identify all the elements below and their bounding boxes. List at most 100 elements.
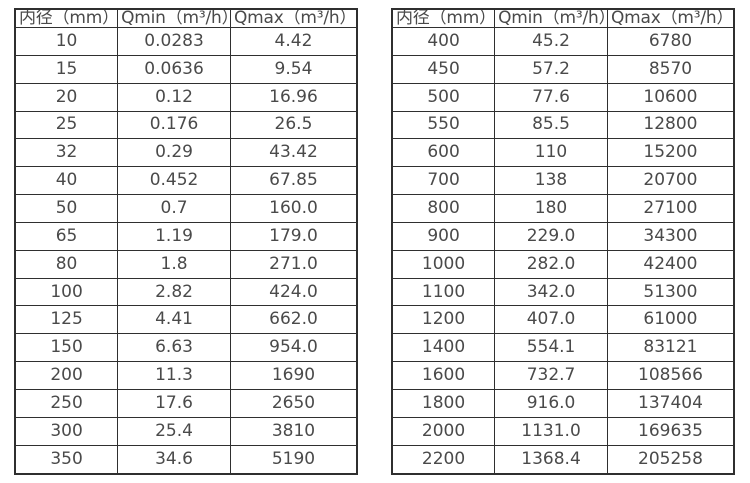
cell: 25 <box>14 110 119 140</box>
cell: 916.0 <box>494 388 608 418</box>
table-row: 25 0.176 26.5 <box>14 110 358 140</box>
cell: 1368.4 <box>494 444 608 475</box>
table-row: 15 0.0636 9.54 <box>14 54 358 84</box>
cell: 108566 <box>606 361 735 390</box>
table-row: 2000 1131.0 169635 <box>391 416 735 446</box>
cell: 45.2 <box>494 27 608 56</box>
cell: 32 <box>14 138 119 168</box>
cell: 15 <box>14 54 119 84</box>
cell: 282.0 <box>494 249 608 279</box>
cell: 600 <box>391 138 496 168</box>
cell: 4.41 <box>117 305 231 335</box>
cell: 9.54 <box>229 54 358 84</box>
column-header: Qmax（m³/h） <box>229 8 358 28</box>
cell: 137404 <box>606 388 735 418</box>
cell: 1.8 <box>117 249 231 279</box>
cell: 250 <box>14 388 119 418</box>
table-row: 600 110 15200 <box>391 138 735 168</box>
cell: 10 <box>14 27 119 56</box>
cell: 0.0636 <box>117 54 231 84</box>
cell: 1600 <box>391 361 496 390</box>
table-row: 300 25.4 3810 <box>14 416 358 446</box>
table-row: 40 0.452 67.85 <box>14 166 358 196</box>
column-header: Qmin（m³/h） <box>117 8 231 28</box>
cell: 77.6 <box>494 82 608 112</box>
cell: 6.63 <box>117 333 231 363</box>
cell: 80 <box>14 249 119 279</box>
table-row: 125 4.41 662.0 <box>14 305 358 335</box>
table-row: 350 34.6 5190 <box>14 444 358 475</box>
cell: 554.1 <box>494 333 608 363</box>
table-row: 1100 342.0 51300 <box>391 277 735 307</box>
cell: 169635 <box>606 416 735 446</box>
cell: 350 <box>14 444 119 475</box>
table-row: 150 6.63 954.0 <box>14 333 358 363</box>
header-row: 内径（mm） Qmin（m³/h） Qmax（m³/h） <box>14 8 358 28</box>
cell: 2000 <box>391 416 496 446</box>
table-row: 65 1.19 179.0 <box>14 221 358 251</box>
cell: 17.6 <box>117 388 231 418</box>
table-row: 1000 282.0 42400 <box>391 249 735 279</box>
cell: 550 <box>391 110 496 140</box>
cell: 8570 <box>606 54 735 84</box>
table-row: 250 17.6 2650 <box>14 388 358 418</box>
cell: 6780 <box>606 27 735 56</box>
cell: 2650 <box>229 388 358 418</box>
table-row: 200 11.3 1690 <box>14 361 358 390</box>
table-row: 900 229.0 34300 <box>391 221 735 251</box>
cell: 12800 <box>606 110 735 140</box>
cell: 150 <box>14 333 119 363</box>
cell: 954.0 <box>229 333 358 363</box>
cell: 179.0 <box>229 221 358 251</box>
table-row: 20 0.12 16.96 <box>14 82 358 112</box>
table-row: 1600 732.7 108566 <box>391 361 735 390</box>
cell: 42400 <box>606 249 735 279</box>
cell: 0.12 <box>117 82 231 112</box>
table-row: 700 138 20700 <box>391 166 735 196</box>
cell: 65 <box>14 221 119 251</box>
table-row: 550 85.5 12800 <box>391 110 735 140</box>
cell: 83121 <box>606 333 735 363</box>
cell: 67.85 <box>229 166 358 196</box>
column-header: 内径（mm） <box>391 8 496 28</box>
table-row: 1200 407.0 61000 <box>391 305 735 335</box>
table-row: 1400 554.1 83121 <box>391 333 735 363</box>
cell: 57.2 <box>494 54 608 84</box>
table-row: 10 0.0283 4.42 <box>14 27 358 56</box>
cell: 2.82 <box>117 277 231 307</box>
cell: 300 <box>14 416 119 446</box>
cell: 1.19 <box>117 221 231 251</box>
cell: 200 <box>14 361 119 390</box>
cell: 61000 <box>606 305 735 335</box>
cell: 0.29 <box>117 138 231 168</box>
table-row: 2200 1368.4 205258 <box>391 444 735 475</box>
cell: 662.0 <box>229 305 358 335</box>
cell: 1690 <box>229 361 358 390</box>
cell: 110 <box>494 138 608 168</box>
cell: 40 <box>14 166 119 196</box>
cell: 700 <box>391 166 496 196</box>
cell: 180 <box>494 194 608 223</box>
cell: 450 <box>391 54 496 84</box>
cell: 100 <box>14 277 119 307</box>
cell: 1400 <box>391 333 496 363</box>
cell: 25.4 <box>117 416 231 446</box>
cell: 205258 <box>606 444 735 475</box>
cell: 407.0 <box>494 305 608 335</box>
cell: 138 <box>494 166 608 196</box>
table-row: 100 2.82 424.0 <box>14 277 358 307</box>
cell: 1000 <box>391 249 496 279</box>
cell: 0.7 <box>117 194 231 223</box>
cell: 271.0 <box>229 249 358 279</box>
table-row: 32 0.29 43.42 <box>14 138 358 168</box>
cell: 500 <box>391 82 496 112</box>
table-row: 400 45.2 6780 <box>391 27 735 56</box>
cell: 800 <box>391 194 496 223</box>
cell: 34.6 <box>117 444 231 475</box>
column-header: Qmax（m³/h） <box>606 8 735 28</box>
cell: 43.42 <box>229 138 358 168</box>
cell: 1131.0 <box>494 416 608 446</box>
table-row: 450 57.2 8570 <box>391 54 735 84</box>
cell: 0.452 <box>117 166 231 196</box>
flow-spec-table-small: 内径（mm） Qmin（m³/h） Qmax（m³/h） 10 0.0283 4.42 1… <box>14 8 358 475</box>
